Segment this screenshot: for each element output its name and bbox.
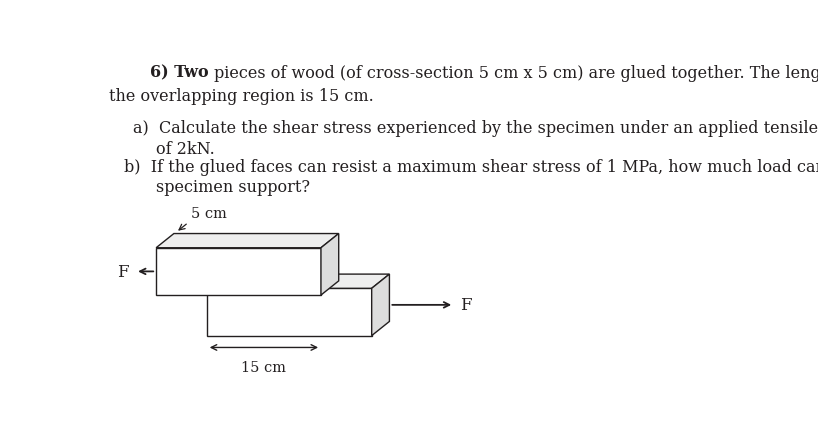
- Text: specimen support?: specimen support?: [156, 179, 310, 196]
- Text: the overlapping region is 15 cm.: the overlapping region is 15 cm.: [109, 88, 373, 105]
- Polygon shape: [321, 234, 339, 295]
- Polygon shape: [371, 275, 389, 336]
- Text: a)  Calculate the shear stress experienced by the specimen under an applied tens: a) Calculate the shear stress experience…: [133, 120, 818, 137]
- Text: 6) Two: 6) Two: [150, 64, 214, 81]
- Text: F: F: [117, 263, 129, 280]
- Polygon shape: [156, 234, 339, 248]
- Text: 5 cm: 5 cm: [191, 207, 227, 220]
- Text: b)  If the glued faces can resist a maximum shear stress of 1 MPa, how much load: b) If the glued faces can resist a maxim…: [124, 159, 818, 176]
- Text: 15 cm: 15 cm: [241, 360, 286, 374]
- Polygon shape: [207, 289, 371, 336]
- Text: F: F: [461, 297, 472, 314]
- Text: pieces of wood (of cross-section 5 cm x 5 cm) are glued together. The length of: pieces of wood (of cross-section 5 cm x …: [214, 64, 818, 81]
- Polygon shape: [156, 248, 321, 295]
- Text: of 2kN.: of 2kN.: [156, 140, 215, 157]
- Polygon shape: [207, 275, 389, 289]
